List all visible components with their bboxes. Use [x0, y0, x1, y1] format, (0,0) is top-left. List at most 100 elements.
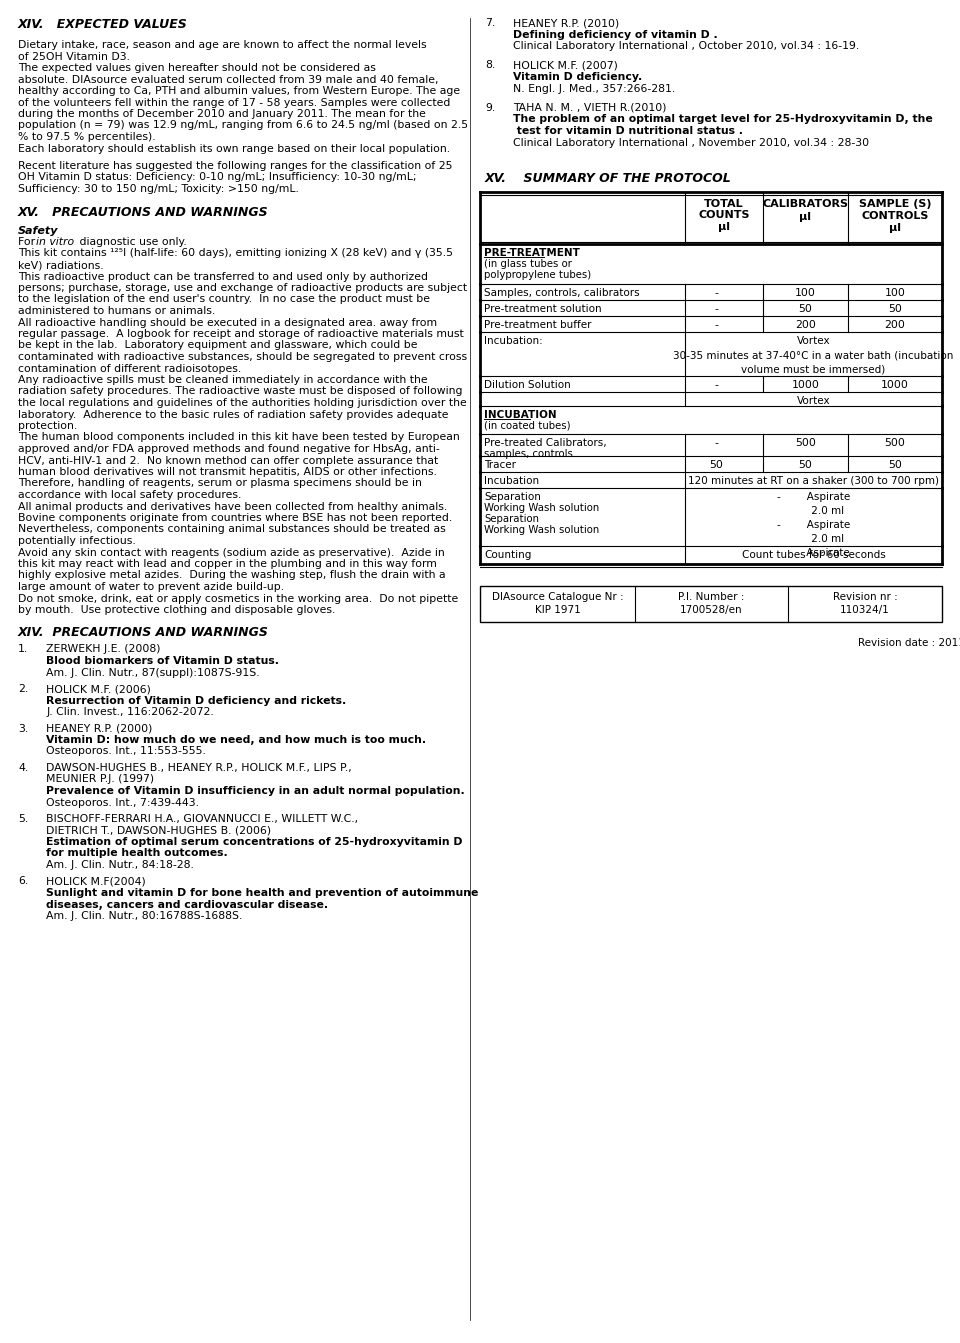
Text: contamination of different radioisotopes.: contamination of different radioisotopes… — [18, 364, 241, 373]
Text: Recent literature has suggested the following ranges for the classification of 2: Recent literature has suggested the foll… — [18, 161, 452, 171]
Text: HOLICK M.F(2004): HOLICK M.F(2004) — [46, 877, 146, 886]
Text: highly explosive metal azides.  During the washing step, flush the drain with a: highly explosive metal azides. During th… — [18, 571, 445, 580]
Text: Pre-treatment buffer: Pre-treatment buffer — [484, 320, 591, 330]
Text: 50: 50 — [888, 461, 902, 470]
Text: MEUNIER P.J. (1997): MEUNIER P.J. (1997) — [46, 775, 155, 784]
Text: P.I. Number :: P.I. Number : — [679, 592, 745, 602]
Text: CONTROLS: CONTROLS — [861, 211, 928, 222]
Text: 120 minutes at RT on a shaker (300 to 700 rpm): 120 minutes at RT on a shaker (300 to 70… — [688, 475, 939, 486]
Text: 6.: 6. — [18, 877, 28, 886]
Text: Therefore, handling of reagents, serum or plasma specimens should be in: Therefore, handling of reagents, serum o… — [18, 478, 421, 489]
Text: 200: 200 — [795, 320, 816, 330]
Text: approved and/or FDA approved methods and found negative for HbsAg, anti-: approved and/or FDA approved methods and… — [18, 445, 440, 454]
Text: The expected values given hereafter should not be considered as: The expected values given hereafter shou… — [18, 63, 376, 73]
Text: % to 97.5 % percentiles).: % to 97.5 % percentiles). — [18, 132, 156, 142]
Text: DIAsource Catalogue Nr :: DIAsource Catalogue Nr : — [492, 592, 623, 602]
Text: TOTAL: TOTAL — [705, 199, 744, 210]
Text: For: For — [18, 236, 38, 247]
Text: 500: 500 — [795, 438, 816, 449]
Text: radiation safety procedures. The radioactive waste must be disposed of following: radiation safety procedures. The radioac… — [18, 387, 463, 396]
Text: XIV.   EXPECTED VALUES: XIV. EXPECTED VALUES — [18, 17, 188, 31]
Text: HOLICK M.F. (2006): HOLICK M.F. (2006) — [46, 684, 151, 694]
Text: test for vitamin D nutritional status .: test for vitamin D nutritional status . — [513, 126, 743, 136]
Text: INCUBATION: INCUBATION — [484, 410, 557, 420]
Text: Avoid any skin contact with reagents (sodium azide as preservative).  Azide in: Avoid any skin contact with reagents (so… — [18, 548, 444, 557]
Text: regular passage.  A logbook for receipt and storage of radioactive materials mus: regular passage. A logbook for receipt a… — [18, 329, 464, 338]
Text: Dietary intake, race, season and age are known to affect the normal levels: Dietary intake, race, season and age are… — [18, 40, 426, 50]
Text: 500: 500 — [884, 438, 905, 449]
Text: Vortex: Vortex — [797, 396, 830, 406]
Text: 3.: 3. — [18, 724, 28, 733]
Text: All animal products and derivatives have been collected from healthy animals.: All animal products and derivatives have… — [18, 501, 447, 512]
Text: μl: μl — [800, 212, 811, 222]
Text: BISCHOFF-FERRARI H.A., GIOVANNUCCI E., WILLETT W.C.,: BISCHOFF-FERRARI H.A., GIOVANNUCCI E., W… — [46, 814, 358, 825]
Text: The human blood components included in this kit have been tested by European: The human blood components included in t… — [18, 432, 460, 442]
Text: Dilution Solution: Dilution Solution — [484, 380, 571, 389]
Text: Defining deficiency of vitamin D .: Defining deficiency of vitamin D . — [513, 30, 718, 39]
Text: be kept in the lab.  Laboratory equipment and glassware, which could be: be kept in the lab. Laboratory equipment… — [18, 341, 418, 351]
Text: The problem of an optimal target level for 25-Hydroxyvitamin D, the: The problem of an optimal target level f… — [513, 114, 933, 125]
Text: DAWSON-HUGHES B., HEANEY R.P., HOLICK M.F., LIPS P.,: DAWSON-HUGHES B., HEANEY R.P., HOLICK M.… — [46, 763, 351, 774]
Text: 1.: 1. — [18, 645, 28, 654]
Text: 50: 50 — [799, 304, 812, 314]
Text: Prevalence of Vitamin D insufficiency in an adult normal population.: Prevalence of Vitamin D insufficiency in… — [46, 786, 465, 796]
Text: N. Engl. J. Med., 357:266-281.: N. Engl. J. Med., 357:266-281. — [513, 83, 675, 94]
Text: Safety: Safety — [18, 226, 59, 235]
Text: polypropylene tubes): polypropylene tubes) — [484, 270, 591, 279]
Text: TAHA N. M. , VIETH R.(2010): TAHA N. M. , VIETH R.(2010) — [513, 103, 666, 113]
Text: potentially infectious.: potentially infectious. — [18, 536, 135, 547]
Text: DIETRICH T., DAWSON-HUGHES B. (2006): DIETRICH T., DAWSON-HUGHES B. (2006) — [46, 826, 271, 835]
Text: XV.    SUMMARY OF THE PROTOCOL: XV. SUMMARY OF THE PROTOCOL — [485, 172, 732, 185]
Text: Do not smoke, drink, eat or apply cosmetics in the working area.  Do not pipette: Do not smoke, drink, eat or apply cosmet… — [18, 594, 458, 603]
Text: Sufficiency: 30 to 150 ng/mL; Toxicity: >150 ng/mL.: Sufficiency: 30 to 150 ng/mL; Toxicity: … — [18, 184, 299, 193]
Text: Count tubes for 60 seconds: Count tubes for 60 seconds — [742, 551, 885, 560]
Text: Incubation: Incubation — [484, 475, 540, 486]
Text: J. Clin. Invest., 116:2062-2072.: J. Clin. Invest., 116:2062-2072. — [46, 706, 214, 717]
Text: of 25OH Vitamin D3.: of 25OH Vitamin D3. — [18, 51, 130, 62]
Text: HEANEY R.P. (2000): HEANEY R.P. (2000) — [46, 724, 153, 733]
Text: (in coated tubes): (in coated tubes) — [484, 420, 570, 431]
Text: Tracer: Tracer — [484, 461, 516, 470]
Text: 1000: 1000 — [881, 380, 909, 389]
Text: 2.: 2. — [18, 684, 28, 694]
Text: absolute. DIAsource evaluated serum collected from 39 male and 40 female,: absolute. DIAsource evaluated serum coll… — [18, 74, 439, 85]
Text: 5.: 5. — [18, 814, 28, 825]
Text: HOLICK M.F. (2007): HOLICK M.F. (2007) — [513, 60, 618, 70]
Text: 200: 200 — [884, 320, 905, 330]
Text: -: - — [714, 287, 718, 298]
Text: of the volunteers fell within the range of 17 - 58 years. Samples were collected: of the volunteers fell within the range … — [18, 98, 450, 107]
Text: 100: 100 — [795, 287, 816, 298]
Text: to the legislation of the end user's country.  In no case the product must be: to the legislation of the end user's cou… — [18, 294, 430, 305]
Text: Pre-treatment solution: Pre-treatment solution — [484, 304, 602, 314]
Text: 50: 50 — [888, 304, 902, 314]
Text: for multiple health outcomes.: for multiple health outcomes. — [46, 849, 228, 858]
Text: Counting: Counting — [484, 551, 532, 560]
Text: diseases, cancers and cardiovascular disease.: diseases, cancers and cardiovascular dis… — [46, 900, 328, 909]
Text: accordance with local safety procedures.: accordance with local safety procedures. — [18, 490, 241, 500]
Text: laboratory.  Adherence to the basic rules of radiation safety provides adequate: laboratory. Adherence to the basic rules… — [18, 410, 448, 419]
Text: Separation: Separation — [484, 492, 540, 502]
Text: Nevertheless, components containing animal substances should be treated as: Nevertheless, components containing anim… — [18, 525, 445, 535]
Text: Separation: Separation — [484, 514, 539, 524]
Text: 4.: 4. — [18, 763, 28, 774]
Text: Revision nr :: Revision nr : — [832, 592, 898, 602]
Text: CALIBRATORS: CALIBRATORS — [762, 199, 849, 210]
Text: healthy according to Ca, PTH and albumin values, from Western Europe. The age: healthy according to Ca, PTH and albumin… — [18, 86, 460, 95]
Text: Any radioactive spills must be cleaned immediately in accordance with the: Any radioactive spills must be cleaned i… — [18, 375, 427, 385]
Text: Vitamin D deficiency.: Vitamin D deficiency. — [513, 73, 642, 82]
Text: HCV, anti-HIV-1 and 2.  No known method can offer complete assurance that: HCV, anti-HIV-1 and 2. No known method c… — [18, 455, 439, 466]
Text: samples, controls: samples, controls — [484, 449, 573, 459]
Text: Sunlight and vitamin D for bone health and prevention of autoimmune: Sunlight and vitamin D for bone health a… — [46, 888, 478, 898]
Text: Samples, controls, calibrators: Samples, controls, calibrators — [484, 287, 639, 298]
Text: 110324/1: 110324/1 — [840, 604, 890, 615]
Text: protection.: protection. — [18, 420, 77, 431]
Text: Osteoporos. Int., 11:553-555.: Osteoporos. Int., 11:553-555. — [46, 747, 205, 756]
Text: Working Wash solution: Working Wash solution — [484, 504, 599, 513]
Text: -        Aspirate
         2.0 ml
-        Aspirate
         2.0 ml
         Asp: - Aspirate 2.0 ml - Aspirate 2.0 ml Asp — [777, 492, 851, 557]
Text: 8.: 8. — [485, 60, 495, 70]
Text: 100: 100 — [884, 287, 905, 298]
Text: All radioactive handling should be executed in a designated area. away from: All radioactive handling should be execu… — [18, 317, 437, 328]
Text: diagnostic use only.: diagnostic use only. — [76, 236, 187, 247]
Text: Clinical Laboratory International , November 2010, vol.34 : 28-30: Clinical Laboratory International , Nove… — [513, 137, 869, 148]
Text: human blood derivatives will not transmit hepatitis, AIDS or other infections.: human blood derivatives will not transmi… — [18, 467, 437, 477]
